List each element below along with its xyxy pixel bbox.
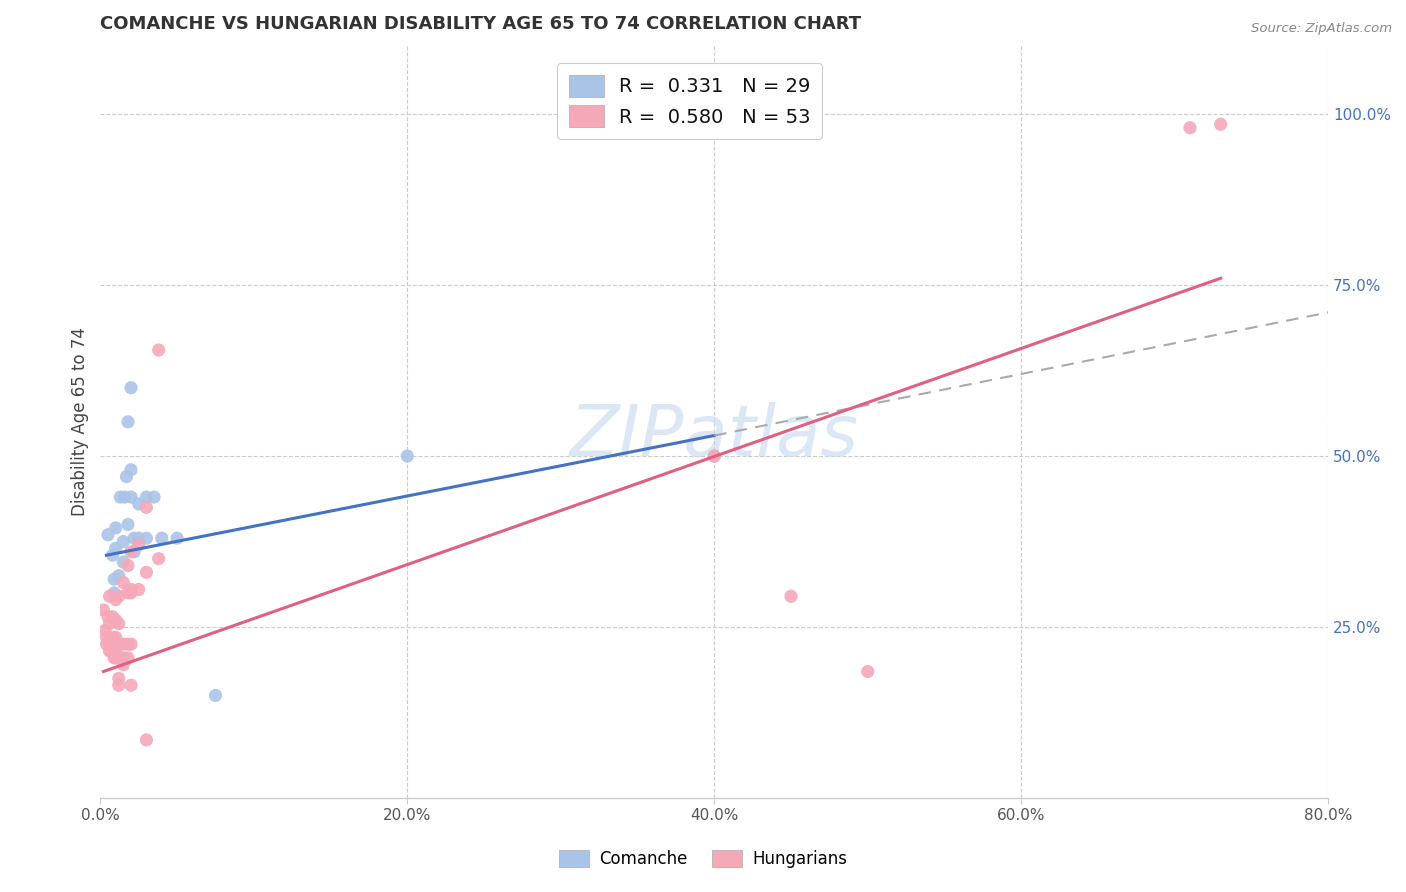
Legend: R =  0.331   N = 29, R =  0.580   N = 53: R = 0.331 N = 29, R = 0.580 N = 53	[557, 63, 823, 139]
Point	[107, 589, 129, 603]
Text: Source: ZipAtlas.com: Source: ZipAtlas.com	[1251, 22, 1392, 36]
Point	[120, 586, 142, 600]
Point	[107, 671, 129, 685]
Point	[103, 650, 125, 665]
Point	[107, 678, 129, 692]
Point	[104, 613, 127, 627]
Point	[101, 630, 124, 644]
Point	[122, 545, 145, 559]
Point	[114, 490, 136, 504]
Point	[104, 541, 127, 556]
Point	[120, 463, 142, 477]
Point	[148, 551, 170, 566]
Point	[166, 531, 188, 545]
Point	[100, 644, 122, 658]
Point	[97, 609, 120, 624]
Point	[97, 527, 120, 541]
Point	[104, 521, 127, 535]
Point	[120, 545, 142, 559]
Point	[98, 589, 121, 603]
Legend: Comanche, Hungarians: Comanche, Hungarians	[553, 843, 853, 875]
Point	[135, 531, 157, 545]
Point	[117, 558, 139, 573]
Point	[100, 637, 122, 651]
Point	[135, 733, 157, 747]
Point	[120, 678, 142, 692]
Point	[856, 665, 879, 679]
Point	[112, 534, 135, 549]
Point	[112, 657, 135, 672]
Point	[396, 449, 419, 463]
Point	[107, 637, 129, 651]
Point	[101, 637, 124, 651]
Point	[150, 531, 173, 545]
Point	[93, 603, 115, 617]
Point	[128, 538, 150, 552]
Point	[120, 582, 142, 597]
Point	[115, 469, 138, 483]
Point	[117, 650, 139, 665]
Point	[98, 616, 121, 631]
Point	[104, 644, 127, 658]
Point	[117, 517, 139, 532]
Point	[135, 490, 157, 504]
Point	[122, 531, 145, 545]
Point	[110, 490, 132, 504]
Point	[780, 589, 803, 603]
Point	[101, 548, 124, 562]
Point	[120, 490, 142, 504]
Point	[120, 381, 142, 395]
Point	[128, 497, 150, 511]
Point	[128, 582, 150, 597]
Point	[96, 630, 118, 644]
Point	[703, 449, 725, 463]
Y-axis label: Disability Age 65 to 74: Disability Age 65 to 74	[72, 327, 89, 516]
Point	[103, 644, 125, 658]
Point	[101, 644, 124, 658]
Point	[120, 637, 142, 651]
Point	[103, 586, 125, 600]
Point	[107, 650, 129, 665]
Point	[112, 555, 135, 569]
Point	[94, 624, 117, 638]
Point	[112, 650, 135, 665]
Point	[107, 568, 129, 582]
Point	[117, 415, 139, 429]
Point	[104, 630, 127, 644]
Point	[101, 609, 124, 624]
Point	[112, 637, 135, 651]
Point	[104, 650, 127, 665]
Point	[128, 531, 150, 545]
Point	[107, 616, 129, 631]
Text: COMANCHE VS HUNGARIAN DISABILITY AGE 65 TO 74 CORRELATION CHART: COMANCHE VS HUNGARIAN DISABILITY AGE 65 …	[100, 15, 862, 33]
Point	[143, 490, 166, 504]
Point	[1209, 117, 1232, 131]
Point	[117, 637, 139, 651]
Point	[96, 637, 118, 651]
Point	[135, 566, 157, 580]
Point	[1178, 120, 1201, 135]
Point	[204, 689, 226, 703]
Point	[98, 644, 121, 658]
Point	[98, 637, 121, 651]
Point	[117, 586, 139, 600]
Point	[703, 449, 725, 463]
Point	[103, 572, 125, 586]
Point	[148, 343, 170, 357]
Point	[104, 592, 127, 607]
Point	[112, 575, 135, 590]
Text: ZIPatlas: ZIPatlas	[569, 402, 859, 471]
Point	[135, 500, 157, 515]
